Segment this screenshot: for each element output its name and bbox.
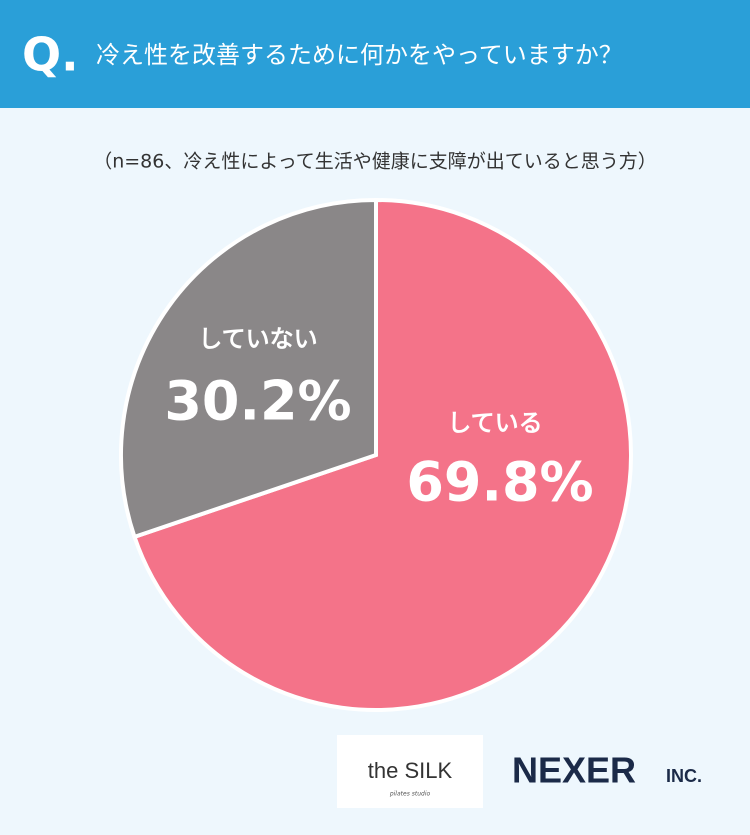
header-band [0,0,750,108]
pie-slice [131,197,633,712]
data-label: 69.8% [406,451,593,514]
category-label: している [447,409,542,437]
pie-slice [119,197,378,540]
chart-subtitle: （n=86、冷え性によって生活や健康に支障が出ていると思う方） [93,151,657,173]
chart-title: 冷え性を改善するために何かをやっていますか？ [96,41,623,69]
silk-logo-box [337,735,483,808]
data-label: 30.2% [164,370,351,433]
nexer-logo: NEXER [512,750,636,791]
silk-tagline: pilates studio [389,791,431,798]
question-label: Q. [22,28,79,82]
pie: している 69.8% していない 30.2% [119,197,633,712]
silk-logo: the SILK [368,758,453,783]
category-label: していない [198,325,317,353]
nexer-suffix: INC. [666,766,702,786]
